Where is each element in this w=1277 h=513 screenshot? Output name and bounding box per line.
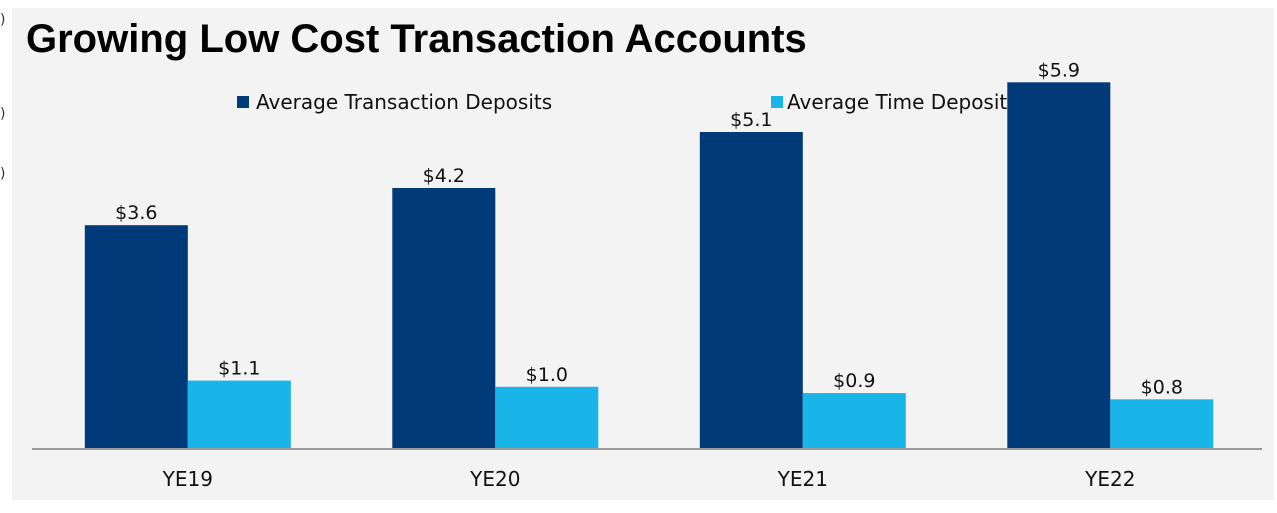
bar-transaction-ye21 — [699, 132, 803, 449]
legend-swatch-transaction — [237, 96, 249, 108]
edge-mark: ) — [0, 106, 5, 122]
data-label-time-ye19: $1.1 — [218, 358, 260, 380]
bar-time-ye21 — [802, 393, 906, 449]
bar-transaction-ye19 — [84, 225, 188, 449]
legend-swatch-time — [771, 96, 783, 108]
bars — [84, 82, 1214, 450]
legend-label-transaction: Average Transaction Deposits — [256, 90, 552, 114]
bar-transaction-ye22 — [1007, 82, 1111, 450]
data-label-transaction-ye19: $3.6 — [115, 202, 157, 224]
x-tick-label-ye22: YE22 — [1084, 467, 1135, 491]
data-label-transaction-ye22: $5.9 — [1038, 59, 1080, 81]
x-tick-label-ye21: YE21 — [777, 467, 828, 491]
x-tick-label-ye20: YE20 — [469, 467, 520, 491]
legend: Average Transaction Deposits Average Tim… — [237, 90, 1018, 114]
x-tick-label-ye19: YE19 — [162, 467, 213, 491]
data-label-time-ye20: $1.0 — [526, 364, 568, 386]
data-label-time-ye22: $0.8 — [1141, 376, 1183, 398]
legend-label-time: Average Time Deposits — [787, 90, 1018, 114]
bar-transaction-ye20 — [392, 188, 496, 449]
data-label-time-ye21: $0.9 — [833, 370, 875, 392]
bar-time-ye22 — [1110, 399, 1214, 449]
x-tick-labels: YE19 YE20 YE21 YE22 — [162, 467, 1136, 491]
edge-mark: ) — [0, 12, 5, 28]
bar-time-ye20 — [495, 386, 599, 449]
edge-mark: ) — [0, 166, 5, 182]
data-labels: $3.6 $1.1 $4.2 $1.0 $5.1 $0.9 $5.9 $0.8 — [115, 59, 1183, 398]
bar-time-ye19 — [187, 380, 291, 449]
data-label-transaction-ye21: $5.1 — [730, 109, 772, 131]
chart-title: Growing Low Cost Transaction Accounts — [26, 17, 807, 61]
data-label-transaction-ye20: $4.2 — [423, 165, 465, 187]
